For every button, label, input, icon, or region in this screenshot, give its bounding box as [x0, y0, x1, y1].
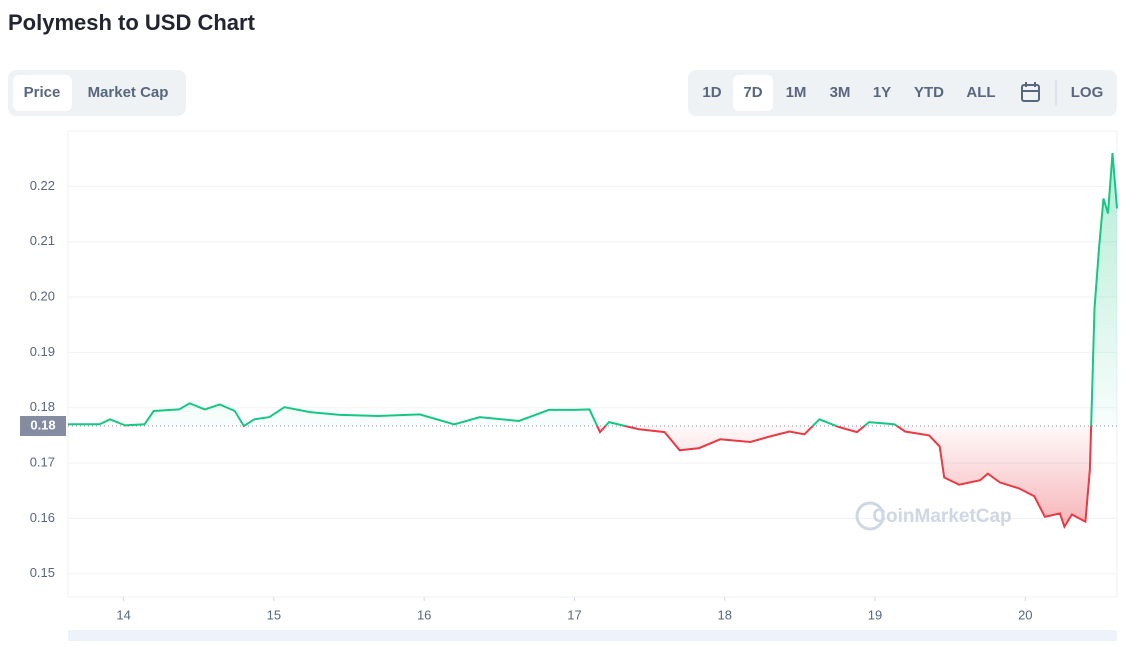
x-tick-label: 19 — [868, 607, 882, 622]
baseline-label-bg — [20, 415, 66, 436]
y-tick-label: 0.18 — [30, 399, 55, 414]
watermark: CoinMarketCap — [872, 506, 1011, 527]
y-tick-label: 0.20 — [30, 288, 55, 303]
range-button[interactable]: 3M — [830, 84, 851, 101]
y-tick-label: 0.22 — [30, 178, 55, 193]
range-button[interactable]: 7D — [743, 84, 762, 101]
price-line — [68, 153, 1118, 530]
log-button[interactable]: LOG — [1071, 84, 1104, 101]
range-button[interactable]: YTD — [914, 84, 944, 101]
plot-frame — [67, 130, 1118, 598]
watermark-logo — [855, 501, 885, 531]
y-tick-label: 0.19 — [30, 344, 55, 359]
x-tick-label: 18 — [718, 607, 732, 622]
y-tick-label: 0.16 — [30, 510, 55, 525]
price-area — [68, 153, 1117, 527]
calendar-icon[interactable] — [1021, 82, 1040, 102]
x-tick-label: 20 — [1018, 607, 1032, 622]
range-button[interactable]: 1D — [702, 84, 721, 101]
x-tick-label: 16 — [417, 607, 431, 622]
y-tick-label: 0.15 — [30, 565, 55, 580]
tab-active-bg — [13, 75, 72, 111]
x-tick-label: 14 — [116, 607, 130, 622]
tab[interactable]: Price — [24, 84, 61, 101]
range-button[interactable]: 1M — [786, 84, 807, 101]
navigator — [68, 630, 1117, 641]
range-button[interactable]: 1Y — [873, 84, 891, 101]
y-tick-label: 0.21 — [30, 233, 55, 248]
range-button[interactable]: ALL — [966, 84, 995, 101]
range-active-bg — [733, 75, 773, 111]
page-title: Polymesh to USD Chart — [8, 10, 256, 35]
baseline-label: 0.18 — [30, 417, 55, 432]
tab[interactable]: Market Cap — [88, 84, 169, 101]
x-tick-label: 17 — [567, 607, 581, 622]
y-tick-label: 0.17 — [30, 455, 55, 470]
range-group — [688, 70, 1117, 116]
x-tick-label: 15 — [267, 607, 281, 622]
